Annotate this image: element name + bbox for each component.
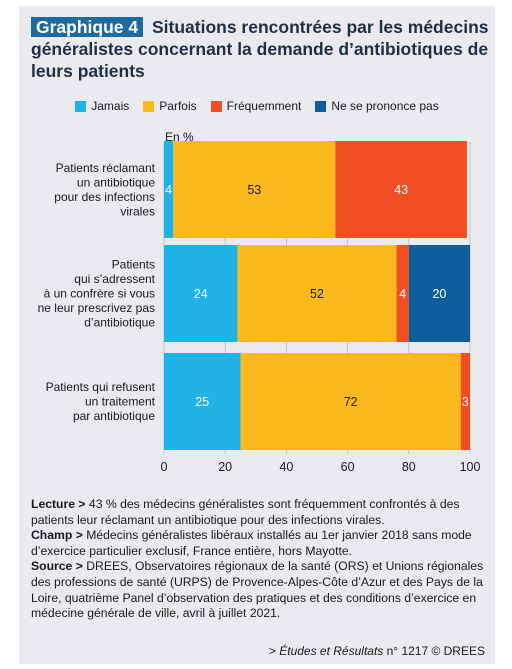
data-label: 4 [399,287,406,301]
bar-segment [237,245,397,342]
legend-label: Ne se prononce pas [331,99,439,113]
x-tick-label: 100 [460,460,481,474]
category-label: Patients réclamant un antibiotique pour de… [54,161,155,219]
data-label: 53 [247,183,261,197]
bar-segment [460,353,470,450]
legend-label: Parfois [159,99,197,113]
figure-title-text: Situations rencontrées par les médecins … [31,17,489,81]
figure-panel: Graphique 4 Situations rencontrées par l… [19,6,495,664]
bar-segment [164,245,238,342]
figure-tag: Graphique 4 [31,17,144,37]
category-label: Patients qui s’adressent à un confrère si … [38,258,156,330]
bar-segment [396,245,409,342]
notes: Lecture > 43 % des médecins généralistes… [31,497,487,622]
legend-item-0: Jamais [75,99,129,113]
data-label: 72 [344,395,358,409]
legend-label: Jamais [91,99,130,113]
legend-swatch [210,100,222,112]
figure-title: Graphique 4 Situations rencontrées par l… [31,16,491,82]
category-label: Patients qui refusent un traitement par an… [46,380,156,423]
legend-item-1: Parfois [143,99,197,113]
data-label: 25 [195,395,209,409]
legend-label: Fréquemment [226,99,302,113]
x-tick-label: 80 [402,460,416,474]
unit-label: En % [165,130,194,144]
legend-swatch [75,100,87,112]
note-source: Source > DREES, Observatoires régionaux … [31,559,484,621]
data-label: 24 [194,287,208,301]
data-label: 43 [394,183,408,197]
note-lecture: Lecture > 43 % des médecins généralistes… [31,497,460,527]
bar-segment [335,141,467,238]
x-tick-label: 60 [341,460,355,474]
x-tick-label: 0 [161,460,168,474]
data-label: 52 [310,287,324,301]
data-label: 4 [165,183,172,197]
bar-segment [240,353,461,450]
bar-segment [164,141,174,238]
bar-segment [408,245,470,342]
bar-segment [164,353,241,450]
x-tick-label: 20 [218,460,232,474]
chart-legend: Jamais Parfois Fréquemment Ne se prononce p… [19,99,495,113]
data-label: 20 [432,287,446,301]
data-label: 3 [462,395,469,409]
x-tick-label: 40 [279,460,293,474]
publication-credit: > Études et Résultats n° 1217 © DREES [268,644,485,658]
note-champ: Champ > Médecins généralistes libéraux i… [31,528,472,558]
bar-segment [173,141,336,238]
legend-swatch [143,100,155,112]
legend-swatch [315,100,327,112]
legend-item-2: Fréquemment [210,99,302,113]
legend-item-3: Ne se prononce pas [315,99,439,113]
